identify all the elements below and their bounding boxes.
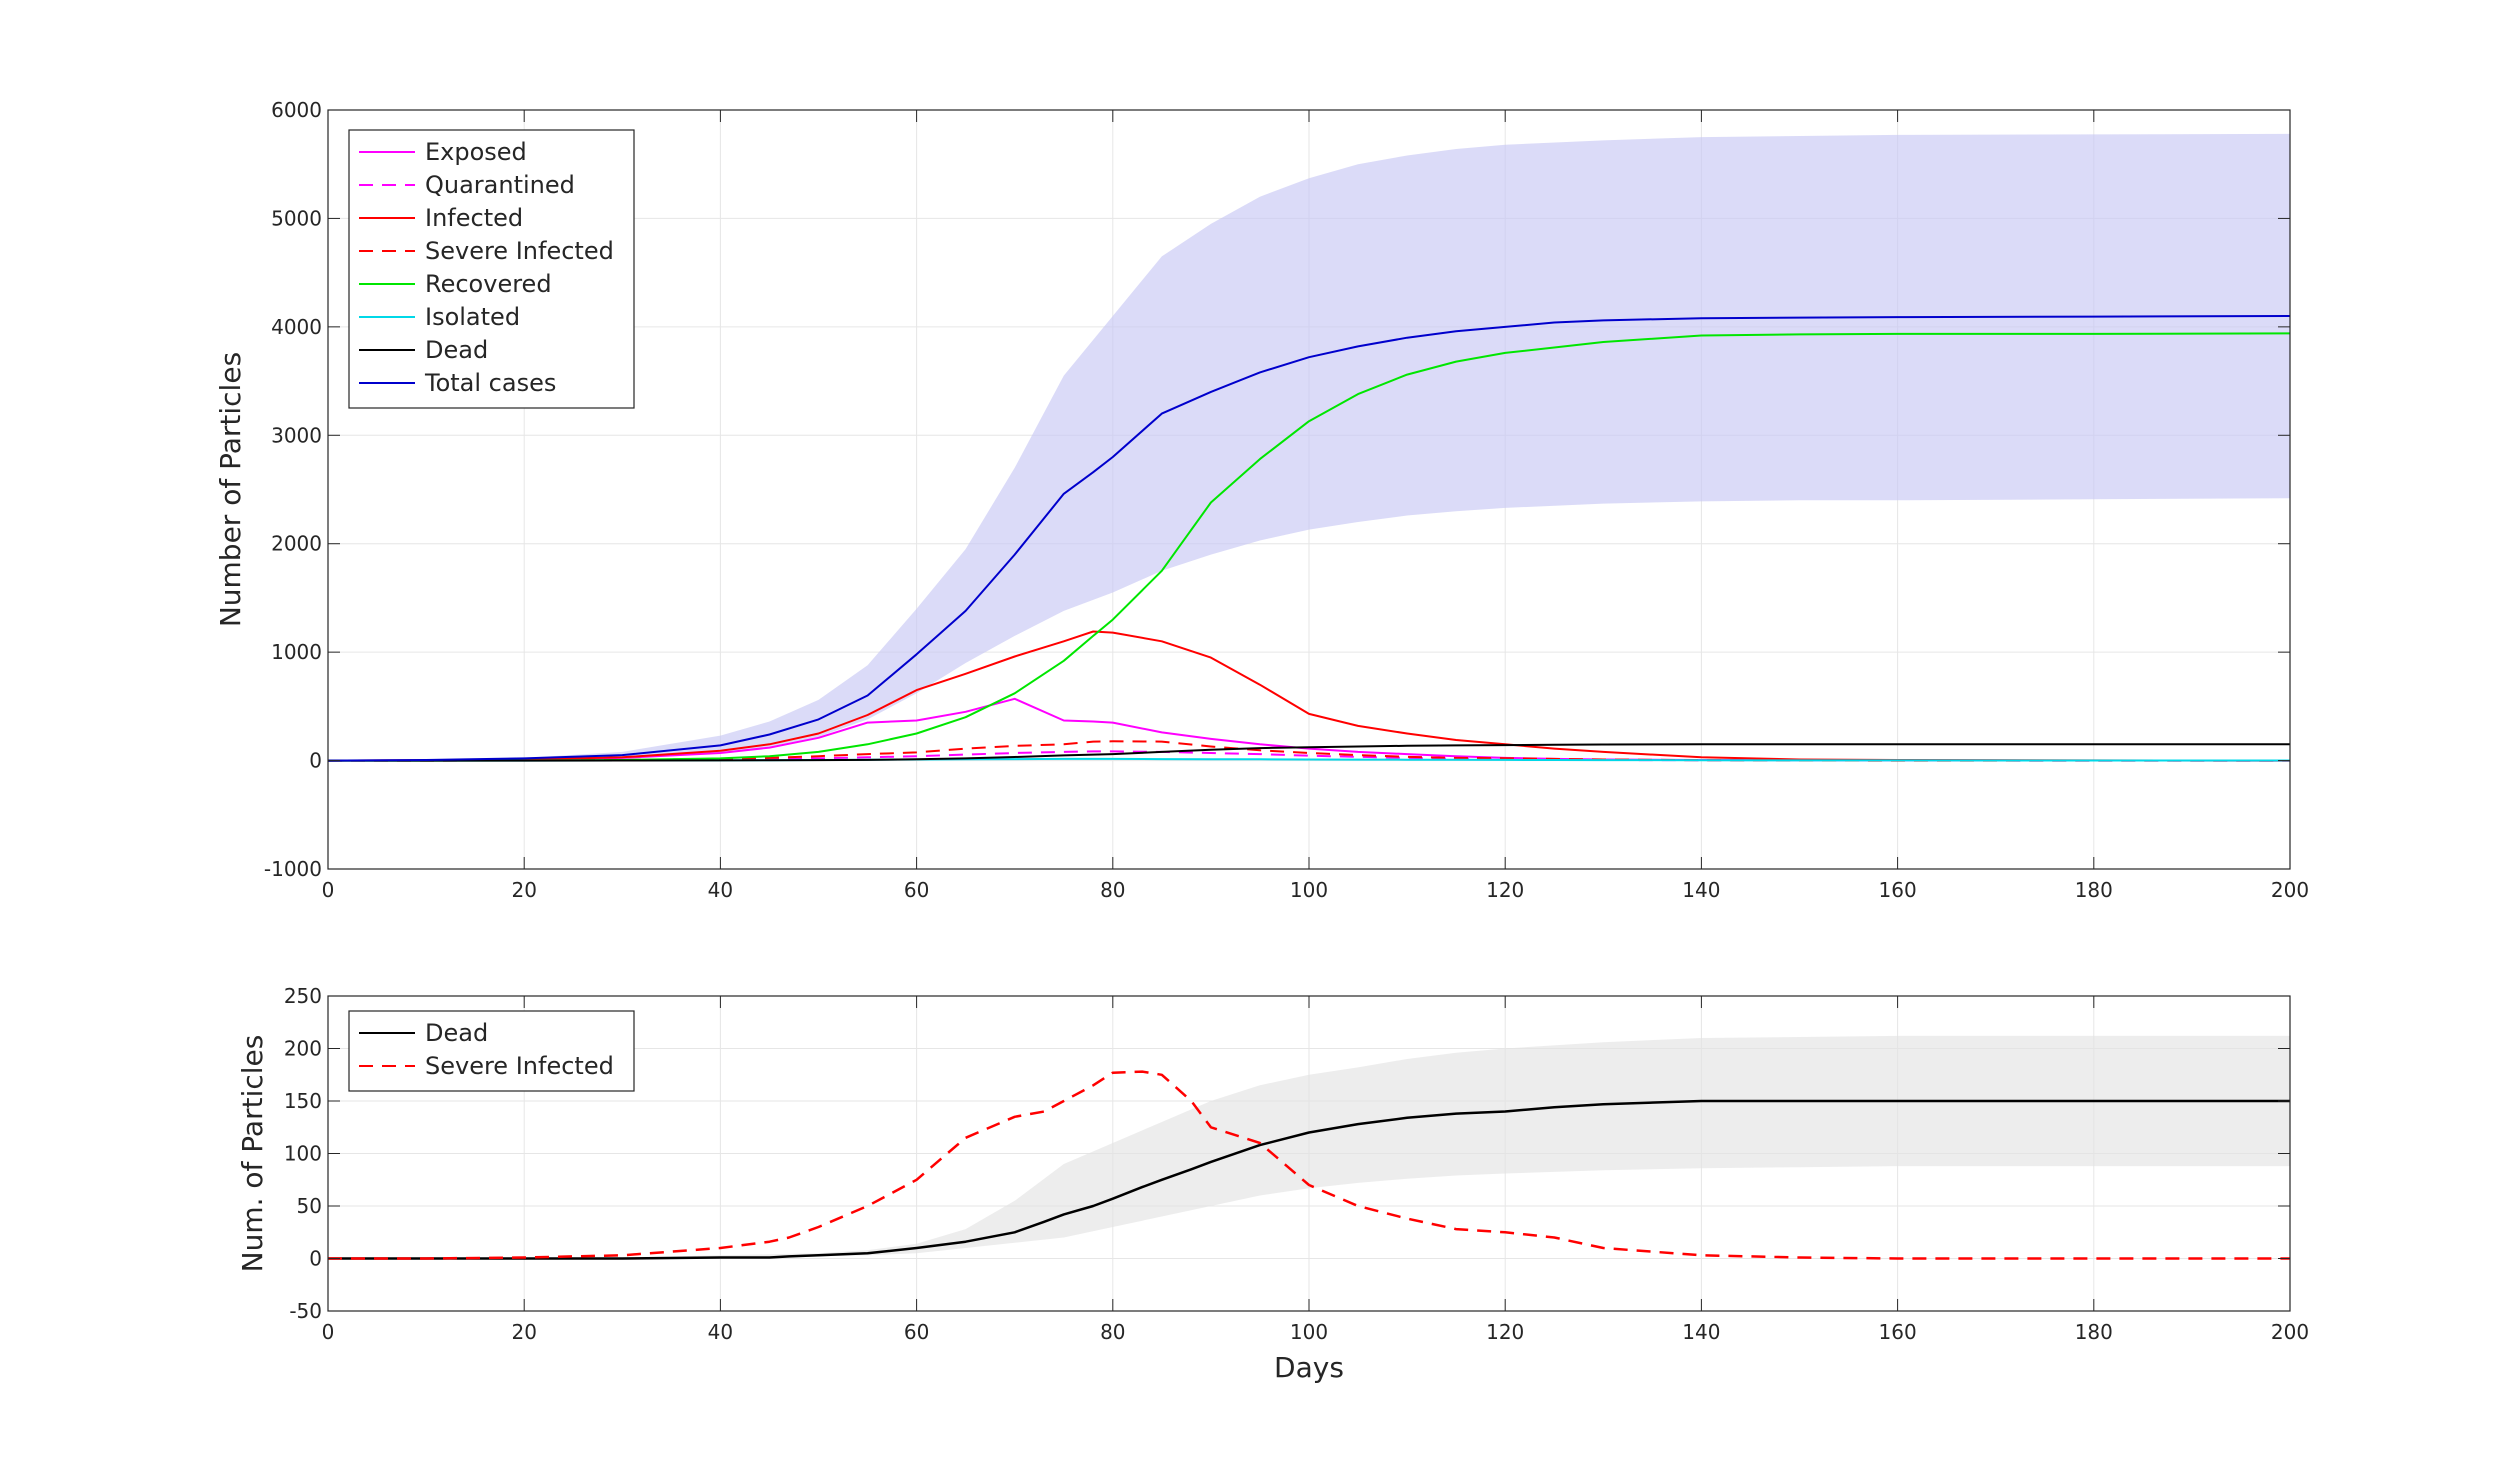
y-tick-label: 2000 (271, 532, 322, 556)
y-tick-label: 200 (284, 1037, 322, 1061)
y-tick-label: 150 (284, 1089, 322, 1113)
legend-label: Dead (425, 336, 488, 364)
y-axis-label: Number of Particles (214, 352, 247, 627)
legend-label: Total cases (424, 369, 556, 397)
y-tick-label: 250 (284, 984, 322, 1008)
y-axis-label: Num. of Particles (236, 1035, 269, 1273)
legend-box (348, 129, 635, 409)
x-tick-label: 60 (904, 878, 929, 902)
x-tick-label: 60 (904, 1320, 929, 1344)
x-tick-label: 0 (322, 1320, 335, 1344)
x-tick-label: 80 (1100, 1320, 1125, 1344)
chart-panel-2: 0 20 40 60 80 100 120 140 160 180 200-500501001502… (236, 984, 2309, 1384)
x-tick-label: 40 (708, 1320, 733, 1344)
series-line-severe-infected (328, 1070, 2290, 1260)
legend: Dead Severe Infected (348, 1010, 635, 1092)
legend-label: Severe Infected (425, 237, 614, 265)
x-tick-label: 80 (1100, 878, 1125, 902)
x-tick-label: 120 (1486, 878, 1524, 902)
legend-label: Severe Infected (425, 1052, 614, 1080)
series-line-dead (328, 1099, 2290, 1260)
series-line-total-cases (328, 315, 2290, 762)
legend-label: Exposed (425, 138, 527, 166)
confidence-band (328, 1035, 2290, 1259)
x-tick-label: 160 (1879, 878, 1917, 902)
plot-content (328, 133, 2290, 762)
x-tick-label: 20 (511, 878, 536, 902)
x-tick-label: 100 (1290, 1320, 1328, 1344)
x-tick-label: 140 (1682, 1320, 1720, 1344)
legend-label: Recovered (425, 270, 552, 298)
confidence-band (328, 133, 2290, 761)
x-tick-label: 180 (2075, 878, 2113, 902)
x-tick-label: 120 (1486, 1320, 1524, 1344)
legend-label: Quarantined (425, 171, 575, 199)
x-tick-label: 140 (1682, 878, 1720, 902)
legend-label: Dead (425, 1019, 488, 1047)
x-axis-label: Days (1274, 1351, 1344, 1384)
x-tick-label: 200 (2271, 1320, 2309, 1344)
y-tick-label: 5000 (271, 206, 322, 230)
x-tick-label: 100 (1290, 878, 1328, 902)
x-tick-label: 180 (2075, 1320, 2113, 1344)
series-line-infected (328, 630, 2290, 762)
x-tick-label: 160 (1879, 1320, 1917, 1344)
plot-content (328, 1035, 2290, 1260)
legend: Exposed Quarantined Infected Severe Infecte… (348, 129, 635, 409)
y-tick-label: 100 (284, 1142, 322, 1166)
y-tick-label: 1000 (271, 640, 322, 664)
legend-box (348, 1010, 635, 1092)
legend-label: Infected (425, 204, 523, 232)
y-tick-label: 3000 (271, 423, 322, 447)
x-tick-label: 0 (322, 878, 335, 902)
series-line-dead (328, 743, 2290, 762)
x-tick-label: 40 (708, 878, 733, 902)
series-line-recovered (328, 332, 2290, 762)
legend-label: Isolated (425, 303, 520, 331)
y-tick-label: 6000 (271, 98, 322, 122)
y-tick-label: -1000 (264, 857, 322, 881)
x-tick-label: 20 (511, 1320, 536, 1344)
y-tick-label: 50 (297, 1194, 322, 1218)
x-tick-label: 200 (2271, 878, 2309, 902)
chart-panel-1: 0 20 40 60 80 100 120 140 160 180 200-100001000200… (214, 98, 2309, 902)
y-tick-label: -50 (289, 1299, 322, 1323)
y-tick-label: 0 (309, 1247, 322, 1271)
series-line-severe-infected (328, 740, 2290, 762)
y-tick-label: 4000 (271, 315, 322, 339)
y-tick-label: 0 (309, 749, 322, 773)
